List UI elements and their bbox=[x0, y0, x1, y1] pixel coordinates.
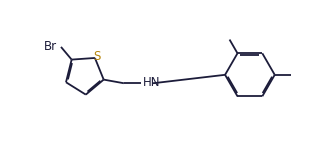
Text: S: S bbox=[94, 50, 101, 63]
Text: HN: HN bbox=[142, 76, 160, 89]
Text: Br: Br bbox=[44, 40, 57, 53]
